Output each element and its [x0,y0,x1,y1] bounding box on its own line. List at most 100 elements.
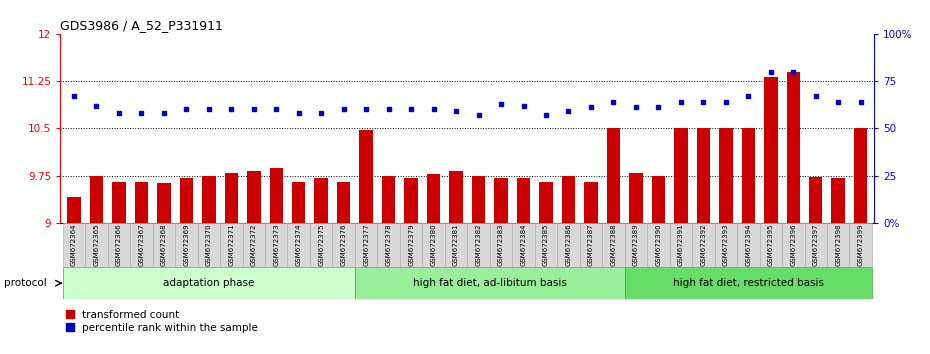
Bar [692,223,714,267]
Bar [467,223,490,267]
Text: GSM672398: GSM672398 [835,224,842,267]
Bar [495,178,508,223]
Bar [512,223,535,267]
Bar [562,176,576,223]
Bar [804,223,827,267]
Bar [831,178,845,223]
Bar [760,223,782,267]
Text: GSM672386: GSM672386 [565,224,571,267]
Text: GSM672379: GSM672379 [408,224,414,267]
Bar [135,182,148,223]
Bar [697,128,711,223]
Text: GSM672368: GSM672368 [161,224,166,267]
Text: GSM672391: GSM672391 [678,224,684,267]
Bar [378,223,400,267]
Bar [674,128,687,223]
Bar [314,178,328,223]
Text: GSM672396: GSM672396 [790,224,796,267]
Bar [625,267,872,299]
Text: GSM672393: GSM672393 [723,224,729,267]
Text: high fat diet, ad-libitum basis: high fat diet, ad-libitum basis [413,278,566,288]
Bar [517,178,530,223]
Bar [202,176,216,223]
Bar [270,168,283,223]
Text: GSM672380: GSM672380 [431,224,436,267]
Text: GDS3986 / A_52_P331911: GDS3986 / A_52_P331911 [60,19,223,33]
Bar [179,178,193,223]
Bar [809,177,822,223]
Bar [337,182,351,223]
Text: GSM672373: GSM672373 [273,224,279,267]
Text: GSM672389: GSM672389 [633,224,639,267]
Bar [445,223,467,267]
Bar [584,182,598,223]
Bar [67,196,81,223]
Bar [714,223,737,267]
Bar [62,223,86,267]
Text: GSM672376: GSM672376 [340,224,347,267]
Bar [405,178,418,223]
Bar [359,130,373,223]
Text: GSM672372: GSM672372 [251,224,257,267]
Text: GSM672378: GSM672378 [386,224,392,267]
Bar [854,128,868,223]
Text: GSM672383: GSM672383 [498,224,504,267]
Bar [630,172,643,223]
Bar [606,128,620,223]
Bar [157,183,170,223]
Bar [652,176,665,223]
Text: GSM672399: GSM672399 [857,224,864,267]
Bar [422,223,445,267]
Bar [400,223,422,267]
Bar [827,223,849,267]
Text: GSM672394: GSM672394 [745,224,751,267]
Text: GSM672371: GSM672371 [228,224,234,267]
Bar [603,223,625,267]
Bar [355,267,625,299]
Bar [220,223,243,267]
Text: protocol: protocol [4,278,46,288]
Text: adaptation phase: adaptation phase [163,278,255,288]
Bar [108,223,130,267]
Bar [849,223,872,267]
Bar [579,223,603,267]
Bar [247,171,260,223]
Text: GSM672367: GSM672367 [139,224,144,267]
Bar [449,171,463,223]
Bar [557,223,579,267]
Bar [782,223,804,267]
Text: GSM672390: GSM672390 [656,224,661,267]
Bar [539,182,552,223]
Text: GSM672384: GSM672384 [521,224,526,267]
Text: GSM672375: GSM672375 [318,224,325,267]
Bar [741,128,755,223]
Text: GSM672369: GSM672369 [183,224,190,267]
Bar [332,223,355,267]
Text: GSM672364: GSM672364 [71,224,77,267]
Bar [355,223,378,267]
Bar [382,176,395,223]
Bar [224,172,238,223]
Bar [113,182,126,223]
Text: GSM672395: GSM672395 [768,224,774,267]
Bar [670,223,692,267]
Text: high fat diet, restricted basis: high fat diet, restricted basis [672,278,824,288]
Bar [472,176,485,223]
Bar [86,223,108,267]
Text: GSM672392: GSM672392 [700,224,707,267]
Bar [62,267,355,299]
Bar [175,223,197,267]
Bar [535,223,557,267]
Text: GSM672387: GSM672387 [588,224,594,267]
Text: GSM672381: GSM672381 [453,224,459,267]
Bar [490,223,512,267]
Text: GSM672385: GSM672385 [543,224,549,267]
Bar [197,223,220,267]
Bar [153,223,175,267]
Text: GSM672377: GSM672377 [364,224,369,267]
Bar [764,76,777,223]
Bar [292,182,305,223]
Bar [625,223,647,267]
Bar [243,223,265,267]
Bar [265,223,287,267]
